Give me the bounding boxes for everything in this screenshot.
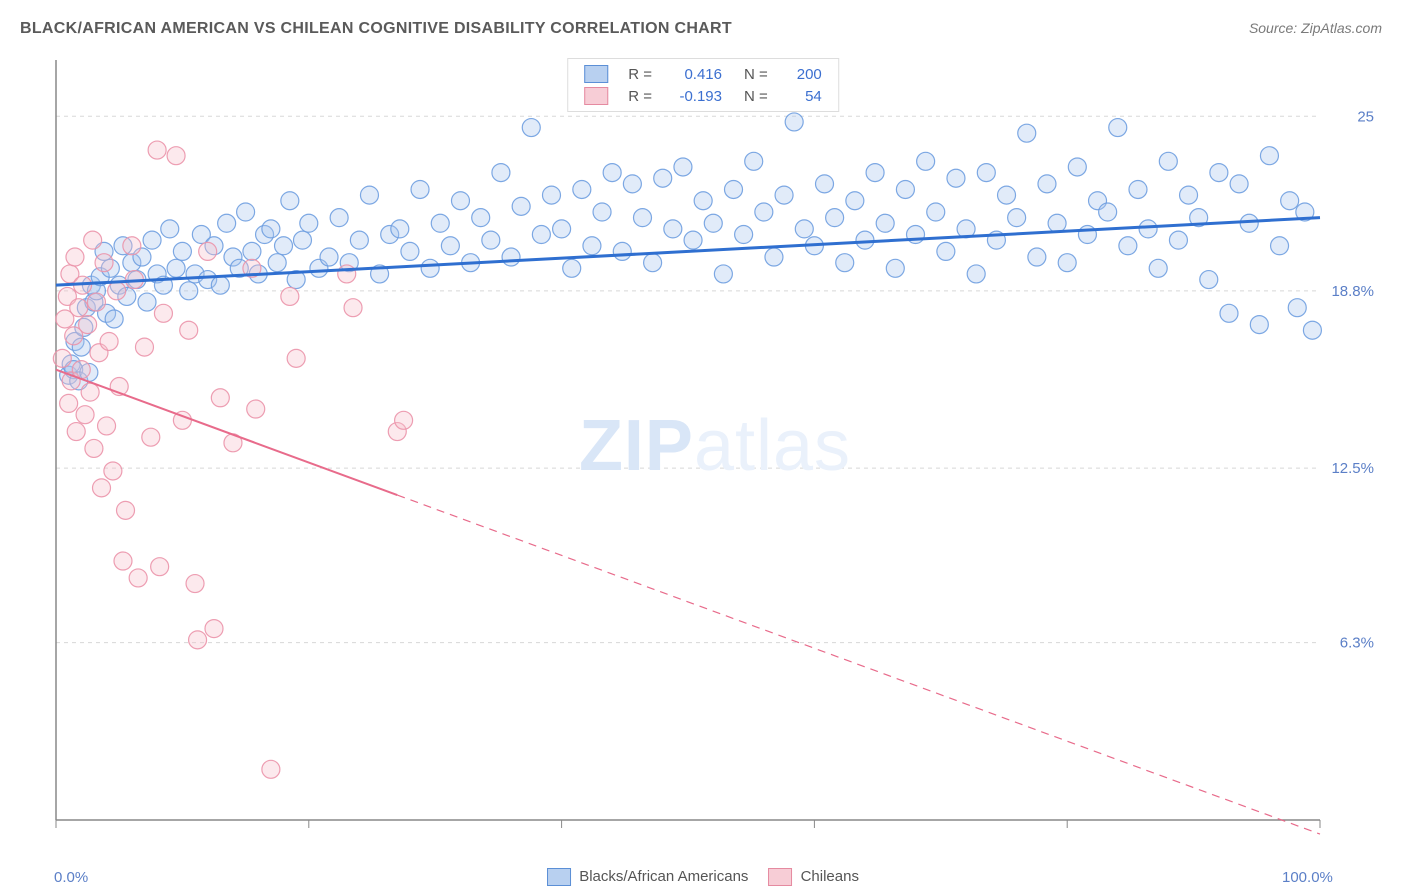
plot-area: ZIPatlas 6.3%12.5%18.8%25 [50, 50, 1380, 850]
correlation-legend: R =0.416N =200R =-0.193N =54 [567, 58, 839, 112]
svg-text:6.3%: 6.3% [1340, 635, 1374, 652]
svg-text:18.8%: 18.8% [1331, 283, 1374, 300]
svg-text:25: 25 [1357, 108, 1374, 125]
source-attribution: Source: ZipAtlas.com [1249, 20, 1382, 36]
svg-text:12.5%: 12.5% [1331, 460, 1374, 477]
x-axis-max-label: 100.0% [1282, 869, 1333, 886]
chart-container: BLACK/AFRICAN AMERICAN VS CHILEAN COGNIT… [0, 0, 1406, 892]
chart-title: BLACK/AFRICAN AMERICAN VS CHILEAN COGNIT… [20, 20, 732, 38]
chart-svg: 6.3% 12.5% 18.8% 25 [50, 50, 1380, 850]
x-axis-min-label: 0.0% [54, 869, 88, 886]
series-legend: Blacks/African Americans Chileans [537, 868, 869, 886]
